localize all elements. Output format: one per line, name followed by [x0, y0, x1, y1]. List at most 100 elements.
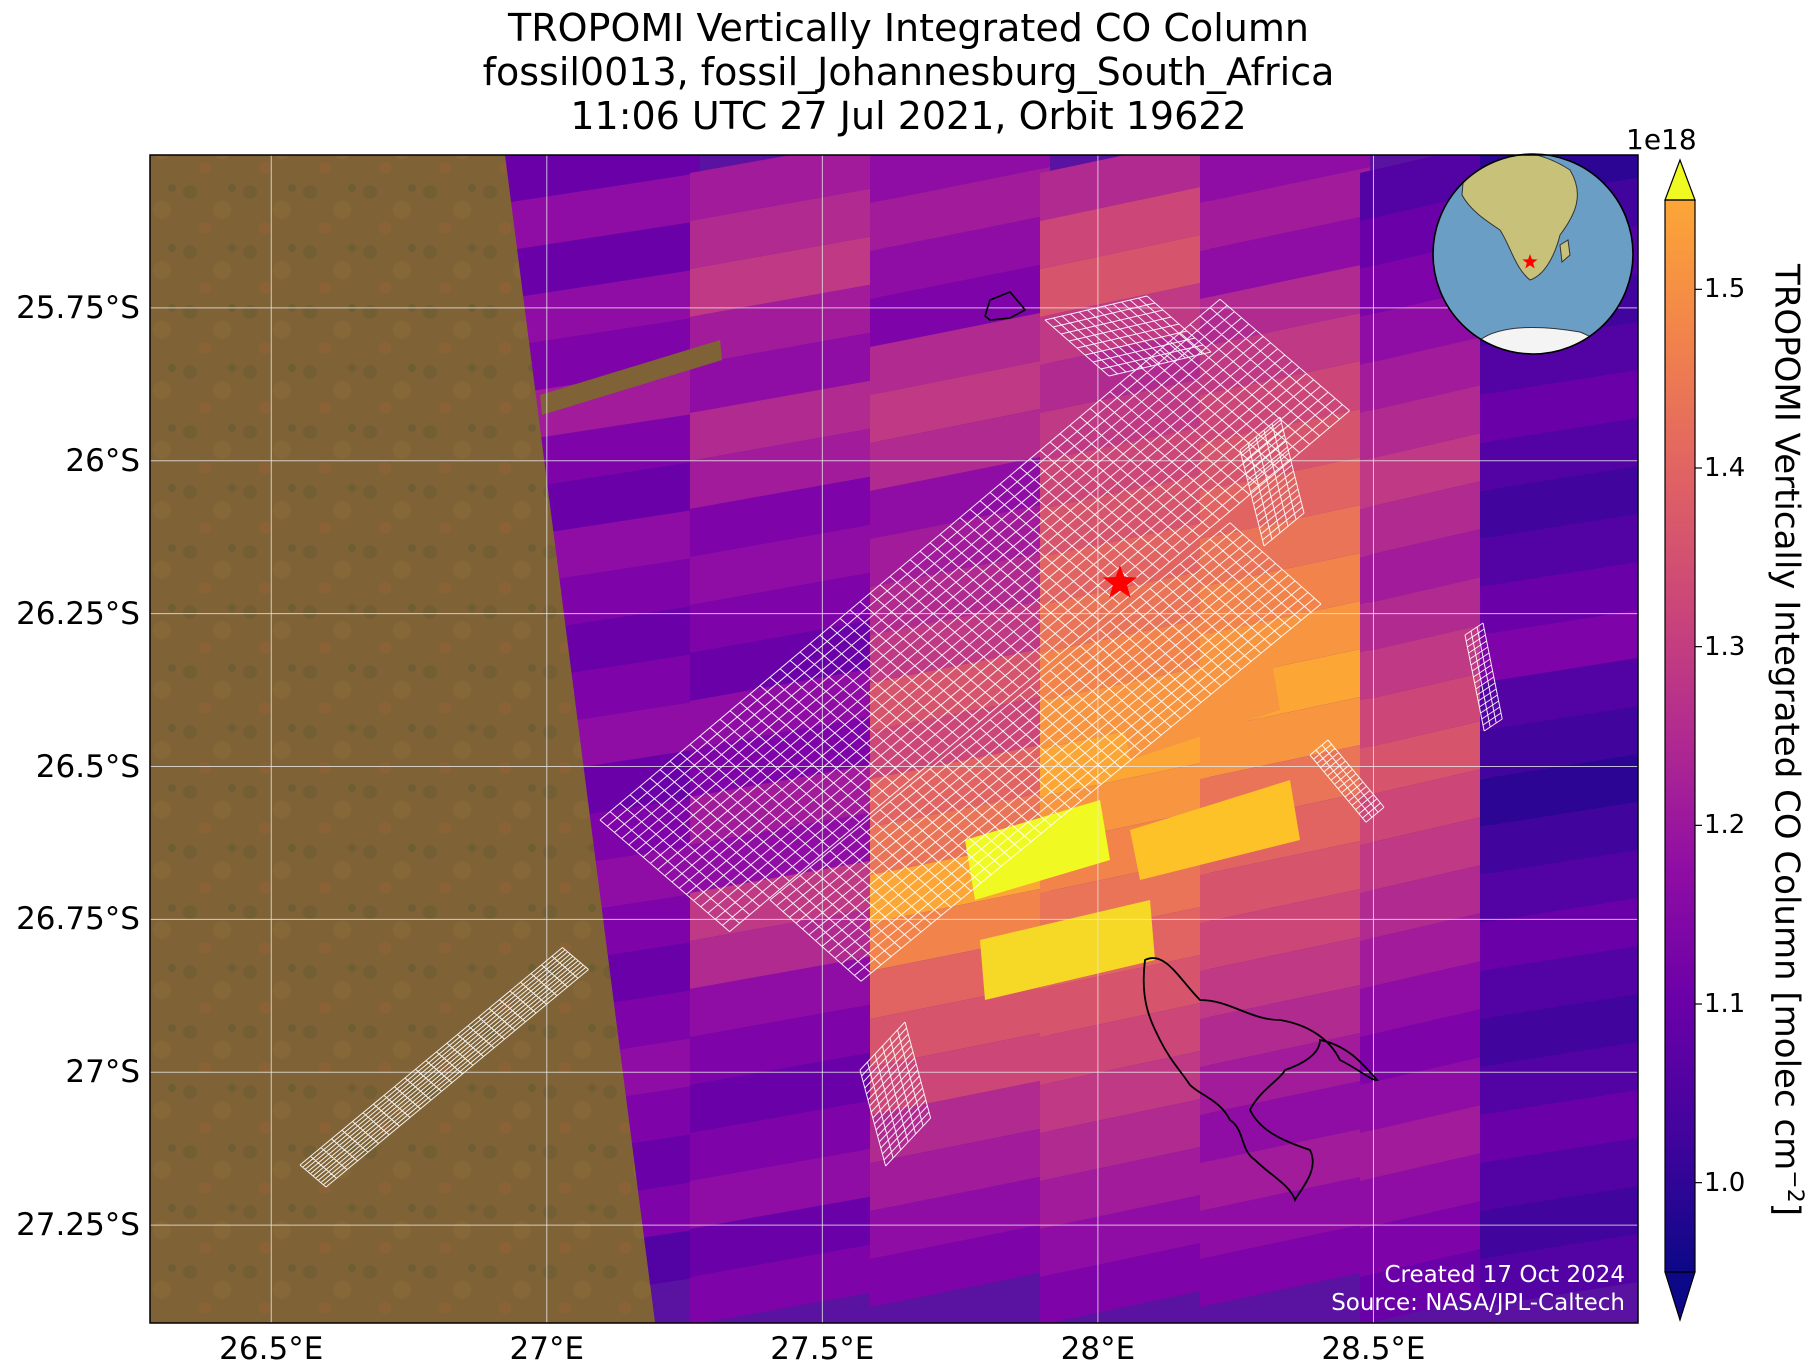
swath-pixel	[1480, 706, 1638, 779]
swath-pixel	[1040, 473, 1210, 557]
swath-pixel	[1200, 311, 1370, 395]
swath-pixel	[505, 365, 700, 443]
swath-pixel	[1360, 671, 1490, 749]
swath-pixel	[1480, 466, 1638, 539]
swath-pixel	[870, 1175, 1050, 1259]
swath-pixel	[1480, 754, 1638, 827]
swath-pixel	[690, 235, 880, 317]
swath-pixel	[505, 413, 700, 491]
title-line-3: 11:06 UTC 27 Jul 2021, Orbit 19622	[570, 94, 1247, 138]
swath-pixel	[505, 317, 700, 395]
swath-pixel	[1040, 1001, 1210, 1085]
footprint-patch-lower	[769, 522, 1322, 982]
swath-pixel	[1360, 719, 1490, 797]
x-tick-label: 27.5°E	[770, 1331, 875, 1367]
swath-pixel	[690, 1003, 880, 1085]
swath-pixel	[690, 1051, 880, 1133]
y-tick-label: 26°S	[65, 442, 140, 479]
map-area: Created 17 Oct 2024 Source: NASA/JPL-Cal…	[150, 155, 1638, 1323]
x-tick-label: 27°E	[509, 1331, 585, 1367]
swath-pixel	[1040, 953, 1210, 1037]
footprint-grid	[299, 295, 1503, 1188]
swath-pixel	[1360, 959, 1490, 1037]
swath-pixel	[1360, 1055, 1490, 1133]
swath-pixel	[690, 427, 880, 509]
y-tick-label: 26.5°S	[35, 748, 140, 785]
swath-pixel	[1360, 1199, 1490, 1277]
swath-pixel	[1360, 383, 1490, 461]
swath-pixel	[1040, 185, 1210, 269]
swath-pixel	[1360, 815, 1490, 893]
footprint-patch-east	[1239, 416, 1305, 547]
colorbar-extend-max	[1664, 158, 1696, 201]
swath-pixel	[870, 983, 1050, 1067]
swath-pixel	[1200, 455, 1370, 539]
credit-source: Source: NASA/JPL-Caltech	[1331, 1290, 1625, 1316]
swath-pixel	[1360, 479, 1490, 557]
footprint-patch-main	[599, 298, 1350, 932]
swath-pixel	[1480, 610, 1638, 683]
swath-pixel	[870, 263, 1050, 347]
swath-pixel	[690, 523, 880, 605]
swath-pixel	[1360, 155, 1490, 221]
swath-pixel	[1480, 994, 1638, 1067]
footprint-patch-far-east	[1464, 622, 1503, 732]
footprint-patch-south	[859, 1021, 932, 1167]
swath-pixel	[1360, 1247, 1490, 1323]
swath-pixel	[690, 859, 880, 941]
swath-pixel	[1480, 514, 1638, 587]
swath-pixel	[1200, 263, 1370, 347]
swath-pixel	[690, 1243, 880, 1323]
globe-africa	[1461, 154, 1578, 281]
swath-pixel	[1480, 802, 1638, 875]
footprint-patch-north	[1044, 295, 1212, 377]
swath-pixel	[1200, 983, 1370, 1067]
y-tick-label: 27.25°S	[16, 1207, 140, 1244]
colorbar-tick-label: 1.4	[1704, 453, 1746, 483]
colorbar-tick-label: 1.3	[1704, 631, 1746, 662]
swath-pixel	[870, 167, 1050, 251]
swath-pixel	[1480, 1042, 1638, 1115]
colorbar-label-end: ]	[1766, 1202, 1807, 1216]
swath-pixel	[690, 331, 880, 413]
swath-pixel	[505, 155, 700, 203]
swath-pixel	[505, 173, 700, 251]
credit-created: Created 17 Oct 2024	[1384, 1262, 1625, 1288]
swath-pixel	[1200, 359, 1370, 443]
swath-pixel	[1480, 1186, 1638, 1259]
swath-pixel	[870, 215, 1050, 299]
swath-pixel	[1360, 527, 1490, 605]
swath-pixel	[870, 1223, 1050, 1307]
y-tick-label: 25.75°S	[16, 289, 140, 326]
swath-pixel	[1480, 1234, 1638, 1307]
swath-pixel	[690, 907, 880, 989]
swath-pixel	[870, 1079, 1050, 1163]
black-contour-south	[1142, 957, 1379, 1203]
swath-pixel	[1480, 850, 1638, 923]
footprint-patch-southeast	[1309, 739, 1385, 823]
colorbar-gradient	[1665, 200, 1695, 1272]
swath-pixel	[505, 221, 700, 299]
swath-pixel	[1040, 569, 1210, 653]
swath-pixel	[1200, 155, 1370, 203]
colorbar-extend-min	[1664, 1271, 1696, 1323]
swath-pixel	[690, 571, 880, 653]
swath-pixel	[1480, 562, 1638, 635]
swath-pixel	[1480, 946, 1638, 1019]
colorbar-label-exponent: −2	[1782, 1170, 1807, 1203]
colorbar-exponent: 1e18	[1626, 123, 1697, 156]
swath-pixel	[1040, 1049, 1210, 1133]
x-tick-label: 26.5°E	[219, 1331, 324, 1367]
swath-pixel	[1200, 167, 1370, 251]
swath-pixel	[1040, 1241, 1210, 1323]
swath-pixel	[1200, 1223, 1370, 1307]
swath-pixel	[1360, 1103, 1490, 1181]
swath-pixel	[870, 599, 1050, 683]
swath-pixel	[1200, 1031, 1370, 1115]
swath-pixel	[870, 311, 1050, 395]
swath-pixel	[1480, 1090, 1638, 1163]
swath-pixel	[870, 455, 1050, 539]
swath-pixel	[1200, 1175, 1370, 1259]
x-tick-label: 28°E	[1060, 1331, 1136, 1367]
